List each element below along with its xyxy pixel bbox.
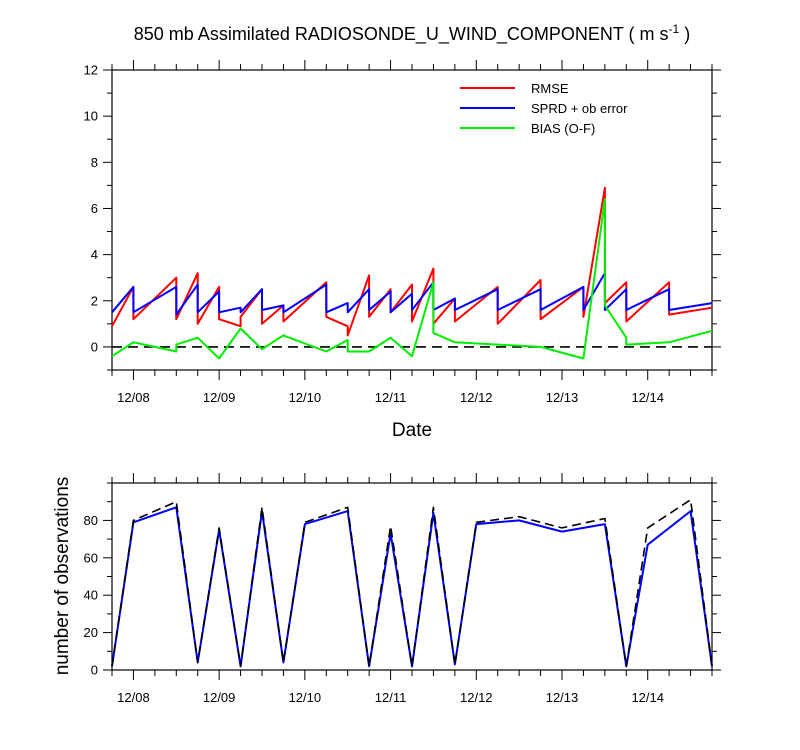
chart-title: 850 mb Assimilated RADIOSONDE_U_WIND_COM… [134,22,690,45]
y-axis-title-observations: number of observations [52,477,73,676]
y-tick-label: 8 [91,155,98,170]
legend-label-bias-o-f: BIAS (O-F) [531,121,595,136]
x-tick-label: 12/11 [375,690,407,705]
y-tick-label: 12 [84,63,98,78]
series-line-assimilated [111,506,713,668]
y-tick-label: 10 [84,109,98,124]
x-tick-label: 12/14 [631,690,664,705]
x-tick-label: 12/13 [546,390,579,405]
y-tick-label: 4 [91,247,98,262]
y-tick-label: 6 [91,201,98,216]
y-tick-label: 0 [91,339,98,354]
x-tick-label: 12/09 [203,690,236,705]
legend-label-rmse: RMSE [531,81,569,96]
bottom-chart-panel: 0 20 40 60 80 12/08 12/09 12/10 12/11 12/12 12/13 1… [52,473,721,705]
series-line-sprd-ob-error [111,272,713,316]
title-superscript: -1 [669,22,680,36]
legend-label-sprd-ob-error: SPRD + ob error [531,101,628,116]
x-tick-label: 12/09 [203,390,236,405]
top-chart-panel: 0 2 4 6 8 10 12 12/08 12/09 12/10 12/11 12/12 12/13 1… [84,60,721,441]
x-tick-label: 12/11 [375,390,407,405]
x-tick-label: 12/13 [546,690,579,705]
x-tick-label: 12/08 [117,690,150,705]
x-axis-title: Date [392,420,432,441]
x-tick-label: 12/12 [460,390,493,405]
y-tick-label: 60 [84,550,98,565]
y-tick-label: 40 [84,588,98,603]
x-tick-label: 12/10 [289,690,322,705]
y-tick-label: 0 [91,663,98,678]
x-tick-label: 12/12 [460,690,493,705]
series-line-rmse [111,186,713,337]
y-tick-label: 20 [84,625,98,640]
x-tick-label: 12/14 [631,390,664,405]
y-tick-label: 80 [84,513,98,528]
x-tick-label: 12/10 [289,390,322,405]
x-tick-label: 12/08 [117,390,150,405]
y-tick-label: 2 [91,293,98,308]
series-line-bias-o-f [111,198,713,360]
